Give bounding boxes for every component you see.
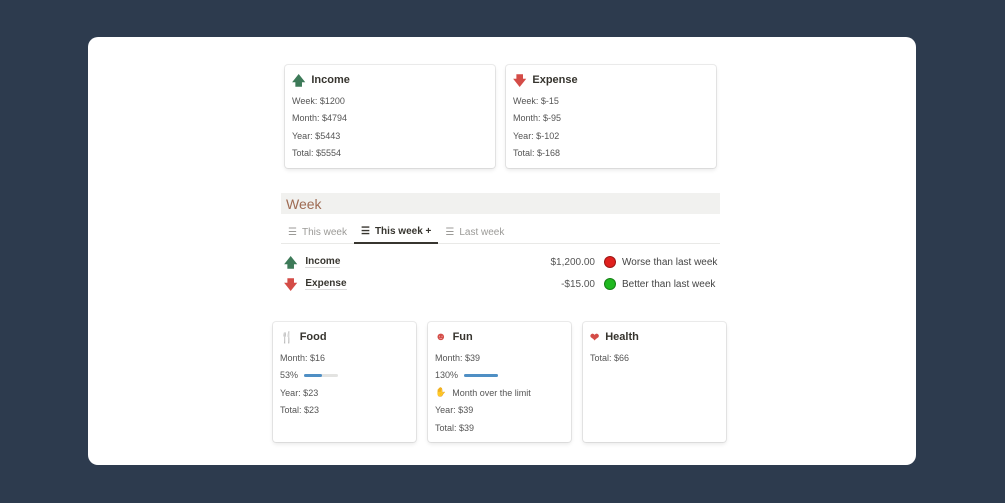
income-total: Total: $5554	[292, 148, 342, 159]
heart-icon: ❤	[590, 331, 600, 344]
hand-icon: ✋	[435, 387, 447, 398]
tab-label: This week +	[374, 226, 432, 237]
fork-knife-icon: 🍴	[280, 331, 294, 344]
expense-total: Total: $-168	[513, 148, 561, 159]
warning-text: Month over the limit	[452, 387, 531, 398]
total-value: Total: $23	[280, 405, 320, 416]
tab-last-week[interactable]: ☰ Last week	[438, 221, 511, 244]
income-week: Week: $1200	[292, 95, 345, 106]
progress-row: 53%	[280, 367, 409, 385]
card-title: Expense	[532, 74, 578, 86]
percent-text: 53%	[280, 370, 299, 381]
warning-row: ✋ Month over the limit	[435, 384, 564, 402]
tab-label: Last week	[459, 227, 505, 238]
status-text: Better than last week	[622, 278, 716, 290]
list-icon: ☰	[360, 226, 370, 237]
expense-year: Year: $-102	[513, 130, 560, 141]
progress-row: 130%	[435, 367, 564, 385]
total-value: Total: $39	[435, 422, 475, 433]
row-name[interactable]: Income	[305, 256, 341, 268]
smiley-icon: ☻	[435, 331, 447, 343]
percent-text: 130%	[435, 370, 459, 381]
list-item[interactable]: 🡇 Expense -$15.00 Better than last week	[284, 275, 718, 293]
progress-bar	[304, 373, 339, 377]
expense-month: Month: $-95	[513, 113, 562, 124]
card-title: Income	[311, 74, 350, 86]
row-amount: $1,200.00	[550, 256, 596, 268]
year-value: Year: $39	[435, 405, 474, 416]
tab-this-week-plus[interactable]: ☰ This week +	[353, 221, 439, 244]
status-text: Worse than last week	[622, 256, 718, 268]
view-tabs: ☰ This week ☰ This week + ☰ Last week	[281, 221, 720, 244]
category-card-health[interactable]: ❤ Health Total: $66	[583, 322, 726, 442]
arrow-down-icon: 🡇	[284, 276, 298, 292]
list-icon: ☰	[288, 227, 297, 238]
month-value: Month: $16	[280, 352, 326, 363]
expense-summary-card[interactable]: 🡇 Expense Week: $-15 Month: $-95 Year: $-…	[506, 65, 716, 168]
row-name[interactable]: Expense	[305, 278, 347, 290]
expense-week: Week: $-15	[513, 95, 559, 106]
card-title: Fun	[452, 331, 473, 343]
income-month: Month: $4794	[292, 113, 348, 124]
month-value: Month: $39	[435, 352, 481, 363]
arrow-up-icon: 🡅	[284, 254, 298, 270]
list-item[interactable]: 🡅 Income $1,200.00 Worse than last week	[284, 253, 718, 271]
list-icon: ☰	[445, 227, 455, 238]
income-year: Year: $5443	[292, 130, 341, 141]
week-heading: Week	[281, 193, 720, 214]
arrow-up-icon: 🡅	[292, 72, 306, 88]
tab-this-week[interactable]: ☰ This week	[281, 221, 354, 244]
year-value: Year: $23	[280, 387, 319, 398]
card-title: Food	[299, 331, 327, 343]
row-amount: -$15.00	[561, 278, 595, 290]
income-summary-card[interactable]: 🡅 Income Week: $1200 Month: $4794 Year: $…	[285, 65, 495, 168]
progress-bar	[464, 373, 499, 377]
tab-label: This week	[301, 227, 347, 238]
arrow-down-icon: 🡇	[513, 72, 527, 88]
status-dot-icon	[604, 278, 616, 290]
category-card-food[interactable]: 🍴 Food Month: $16 53% Year: $23 Total: $2…	[273, 322, 416, 442]
total-value: Total: $66	[590, 352, 630, 363]
card-title: Health	[605, 331, 639, 343]
category-card-fun[interactable]: ☻ Fun Month: $39 130% ✋ Month over the lim…	[428, 322, 571, 442]
status-dot-icon	[604, 256, 616, 268]
